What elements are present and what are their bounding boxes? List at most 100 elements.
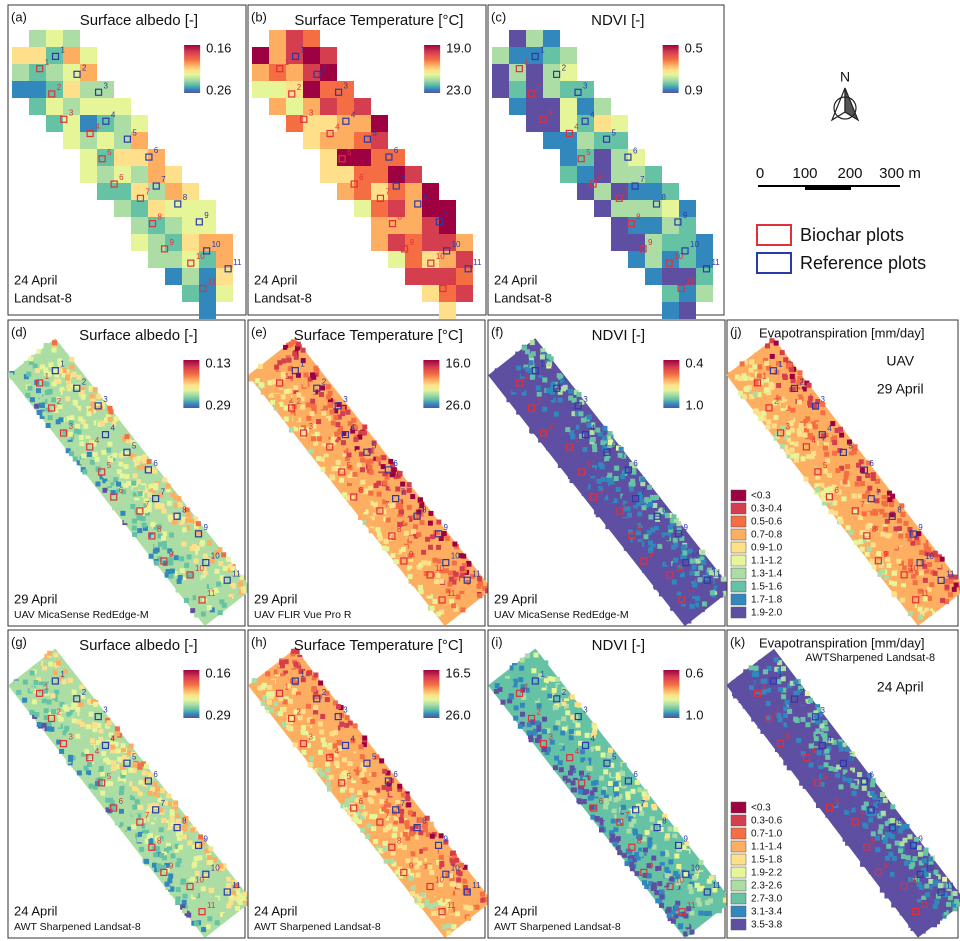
pixel [864, 506, 869, 511]
pixel [310, 399, 315, 404]
plot-number: 1 [540, 46, 545, 55]
pixel [154, 561, 159, 566]
pixel [606, 519, 611, 524]
pixel [696, 898, 701, 903]
pixel [165, 882, 170, 887]
pixel [883, 798, 888, 803]
pixel [581, 418, 586, 423]
panel-label: (h) [251, 634, 267, 649]
colorbar-label: 0.26 [206, 82, 231, 97]
pixel [68, 678, 73, 683]
pixel [261, 390, 266, 395]
pixel [81, 411, 86, 416]
pixel [820, 410, 825, 415]
pixel [760, 729, 765, 734]
map-panel: 11223344556677889910101111(e)Surface Tem… [248, 320, 492, 626]
pixel [697, 577, 702, 582]
pixel [901, 854, 906, 859]
pixel [192, 862, 197, 867]
plot-number: 6 [359, 486, 364, 495]
pixel [120, 473, 125, 478]
pixel [855, 523, 860, 528]
legend-swatch [731, 503, 746, 514]
pixel [436, 545, 441, 550]
pixel [613, 841, 618, 846]
pixel [454, 858, 459, 863]
pixel [417, 896, 422, 901]
pixel [139, 847, 144, 852]
pixel [856, 463, 861, 468]
pixel [760, 699, 765, 704]
plot-number: 8 [398, 213, 403, 222]
pixel [26, 372, 31, 377]
pixel [845, 464, 850, 469]
pixel [452, 561, 457, 566]
pixel [707, 879, 712, 884]
pixel [200, 915, 205, 920]
pixel [106, 789, 111, 794]
pixel [543, 47, 560, 64]
plot-number: 9 [169, 862, 174, 871]
pixel [269, 30, 286, 47]
pixel [150, 522, 155, 527]
pixel [526, 658, 531, 663]
pixel [666, 560, 671, 565]
pixel [293, 742, 298, 747]
pixel [754, 666, 759, 671]
pixel [34, 404, 39, 409]
scale-bar: 0 100 200 300 m [756, 165, 921, 190]
pixel [132, 781, 137, 786]
plot-number: 8 [872, 836, 877, 845]
pixel [169, 816, 174, 821]
pixel [584, 761, 589, 766]
pixel [148, 183, 165, 200]
pixel [509, 98, 526, 115]
pixel [904, 521, 909, 526]
pixel [670, 606, 675, 611]
pixel [287, 348, 292, 353]
pixel [192, 544, 197, 549]
pixel [838, 742, 843, 747]
pixel [90, 460, 95, 465]
plot-number: 2 [322, 688, 327, 697]
pixel [64, 707, 69, 712]
pixel [886, 544, 891, 549]
plot-number: 2 [774, 397, 779, 406]
pixel [766, 701, 771, 706]
pixel [806, 717, 811, 722]
pixel [450, 915, 455, 920]
pixel [659, 903, 664, 908]
pixel [369, 470, 374, 475]
pixel [568, 757, 573, 762]
pixel [690, 576, 695, 581]
plot-number: 3 [343, 395, 348, 404]
pixel [880, 569, 885, 574]
legend-swatch [731, 490, 746, 501]
pixel [339, 774, 344, 779]
pixel [98, 729, 103, 734]
pixel [577, 132, 594, 149]
pixel [187, 554, 192, 559]
plot-number: 3 [583, 706, 588, 715]
pixel [159, 853, 164, 858]
pixel [637, 542, 642, 547]
pixel [648, 502, 653, 507]
pixel [698, 565, 703, 570]
pixel [921, 538, 926, 543]
pixel [875, 847, 880, 852]
pixel [303, 64, 320, 81]
pixel [839, 784, 844, 789]
pixel [526, 98, 543, 115]
pixel [366, 776, 371, 781]
plot-number: 1 [45, 682, 50, 691]
pixel [419, 589, 424, 594]
pixel [78, 702, 83, 707]
pixel [46, 30, 63, 47]
pixel [148, 833, 153, 838]
pixel [388, 183, 405, 200]
plot-number: 5 [107, 461, 112, 470]
plot-number: 1 [540, 360, 545, 369]
pixel [466, 916, 471, 921]
plot-number: 5 [823, 772, 828, 781]
pixel [672, 579, 677, 584]
